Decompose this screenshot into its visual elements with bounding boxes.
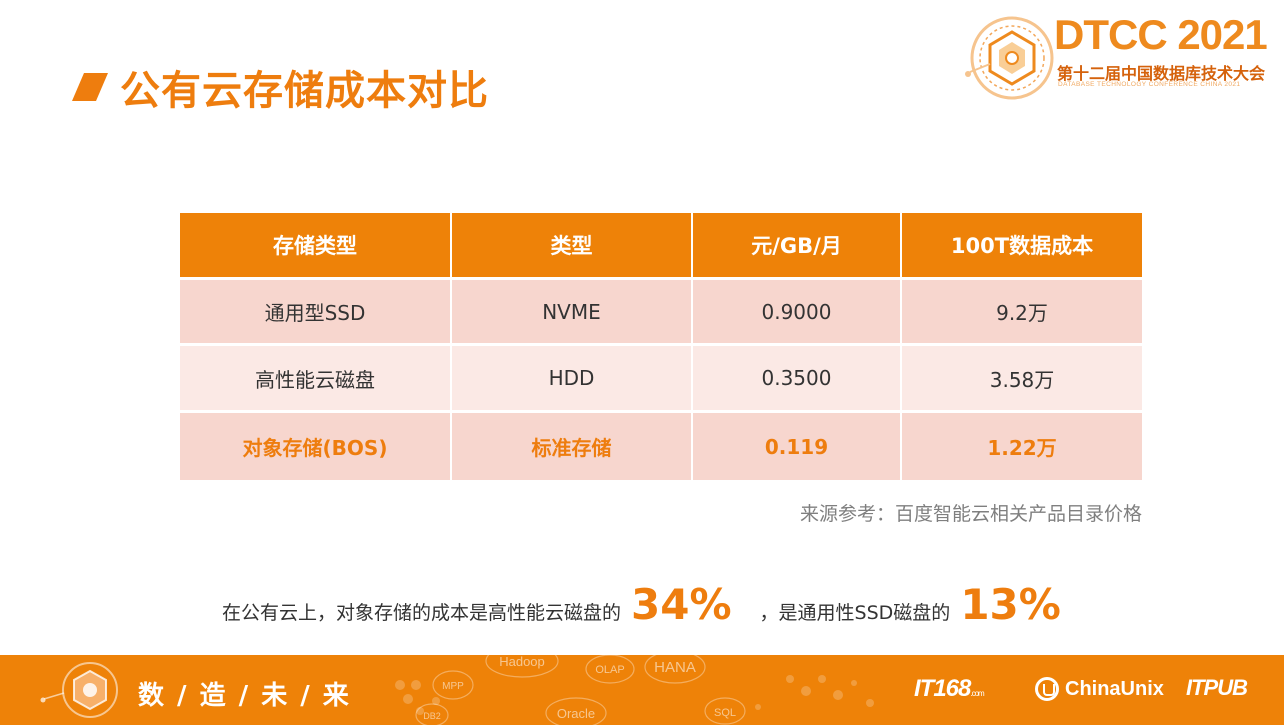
table-cell: 3.58万 bbox=[902, 346, 1142, 410]
table-cell: HDD bbox=[452, 346, 691, 410]
dtcc-logo-text: DTCC 2021 bbox=[1054, 11, 1268, 58]
footer-decoration: Hadoop OLAP HANA MPP DB2 Oracle SQL bbox=[395, 655, 874, 725]
chinaunix-logo-text: ChinaUnix bbox=[1065, 677, 1164, 700]
table-cell: 1.22万 bbox=[902, 413, 1142, 480]
chinaunix-logo: ChinaUnix bbox=[1035, 677, 1164, 701]
deco-word: HANA bbox=[654, 659, 696, 676]
cost-table: 存储类型 类型 元/GB/月 100T数据成本 通用型SSD NVME 0.90… bbox=[180, 213, 1142, 480]
footer-emblem-icon bbox=[40, 662, 118, 718]
table-cell: NVME bbox=[452, 280, 691, 343]
it168-logo-text: IT168 bbox=[914, 675, 971, 702]
table-cell: 标准存储 bbox=[452, 413, 691, 480]
conclusion-value-1: 34% bbox=[631, 580, 732, 629]
footer-bar: Hadoop OLAP HANA MPP DB2 Oracle SQL 数 / … bbox=[0, 655, 1284, 725]
conclusion-value-2: 13% bbox=[960, 580, 1061, 629]
it168-logo: IT168.com bbox=[914, 675, 985, 703]
table-row-highlight: 对象存储(BOS) 标准存储 0.119 1.22万 bbox=[180, 413, 1142, 480]
footer-slogan: 数 / 造 / 未 / 来 bbox=[138, 681, 351, 711]
table-row: 高性能云磁盘 HDD 0.3500 3.58万 bbox=[180, 346, 1142, 410]
table-cell: 高性能云磁盘 bbox=[180, 346, 450, 410]
dtcc-logo-english: DATABASE TECHNOLOGY CONFERENCE CHINA 202… bbox=[1058, 81, 1241, 88]
itpub-logo: ITPUB bbox=[1186, 675, 1248, 700]
table-header-cell: 100T数据成本 bbox=[902, 213, 1142, 277]
table-header-row: 存储类型 类型 元/GB/月 100T数据成本 bbox=[180, 213, 1142, 277]
conclusion-text-1: 在公有云上，对象存储的成本是高性能云磁盘的 bbox=[222, 602, 622, 624]
deco-word: OLAP bbox=[595, 664, 624, 676]
table-header-cell: 存储类型 bbox=[180, 213, 450, 277]
dtcc-logo-icon bbox=[965, 16, 1054, 100]
table-cell: 0.9000 bbox=[693, 280, 900, 343]
table-header-cell: 元/GB/月 bbox=[693, 213, 900, 277]
deco-word: Hadoop bbox=[499, 655, 545, 669]
table-cell: 通用型SSD bbox=[180, 280, 450, 343]
conclusion: 在公有云上，对象存储的成本是高性能云磁盘的 34% ，是通用性SSD磁盘的 13… bbox=[222, 580, 1061, 640]
deco-word: MPP bbox=[442, 681, 464, 692]
deco-word: DB2 bbox=[423, 711, 441, 721]
table-cell: 0.119 bbox=[693, 413, 900, 480]
conclusion-text-2: ，是通用性SSD磁盘的 bbox=[759, 602, 951, 624]
title-slash-icon bbox=[72, 73, 108, 101]
table-cell: 0.3500 bbox=[693, 346, 900, 410]
table-header-cell: 类型 bbox=[452, 213, 691, 277]
deco-word: SQL bbox=[714, 707, 736, 719]
chinaunix-logo-icon bbox=[1035, 677, 1059, 701]
table-cell: 9.2万 bbox=[902, 280, 1142, 343]
table-row: 通用型SSD NVME 0.9000 9.2万 bbox=[180, 280, 1142, 343]
page-title: 公有云存储成本对比 bbox=[120, 68, 489, 114]
dtcc-logo-subtitle: 第十二届中国数据库技术大会 bbox=[1057, 64, 1266, 83]
source-note: 来源参考：百度智能云相关产品目录价格 bbox=[799, 503, 1142, 525]
deco-word: Oracle bbox=[557, 706, 595, 721]
it168-logo-suffix: .com bbox=[970, 689, 984, 698]
table-cell: 对象存储(BOS) bbox=[180, 413, 450, 480]
